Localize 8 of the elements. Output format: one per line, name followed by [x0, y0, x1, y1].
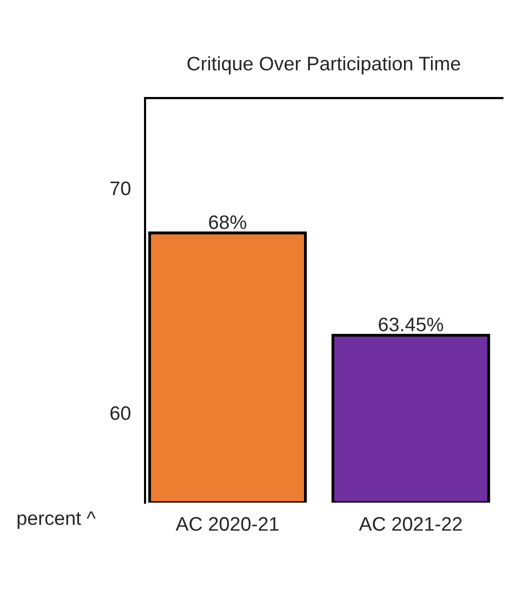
chart-title: Critique Over Participation Time — [188, 56, 460, 74]
y-axis-title: percent ^ — [18, 511, 96, 529]
y-tick-label: 60 — [110, 406, 130, 420]
x-tick-label: AC 2021-22 — [358, 517, 462, 531]
x-tick-label: AC 2020-21 — [176, 517, 278, 531]
data-label: 68% — [209, 215, 246, 230]
y-tick-label: 70 — [110, 181, 130, 196]
data-label: 63.45% — [378, 318, 444, 332]
